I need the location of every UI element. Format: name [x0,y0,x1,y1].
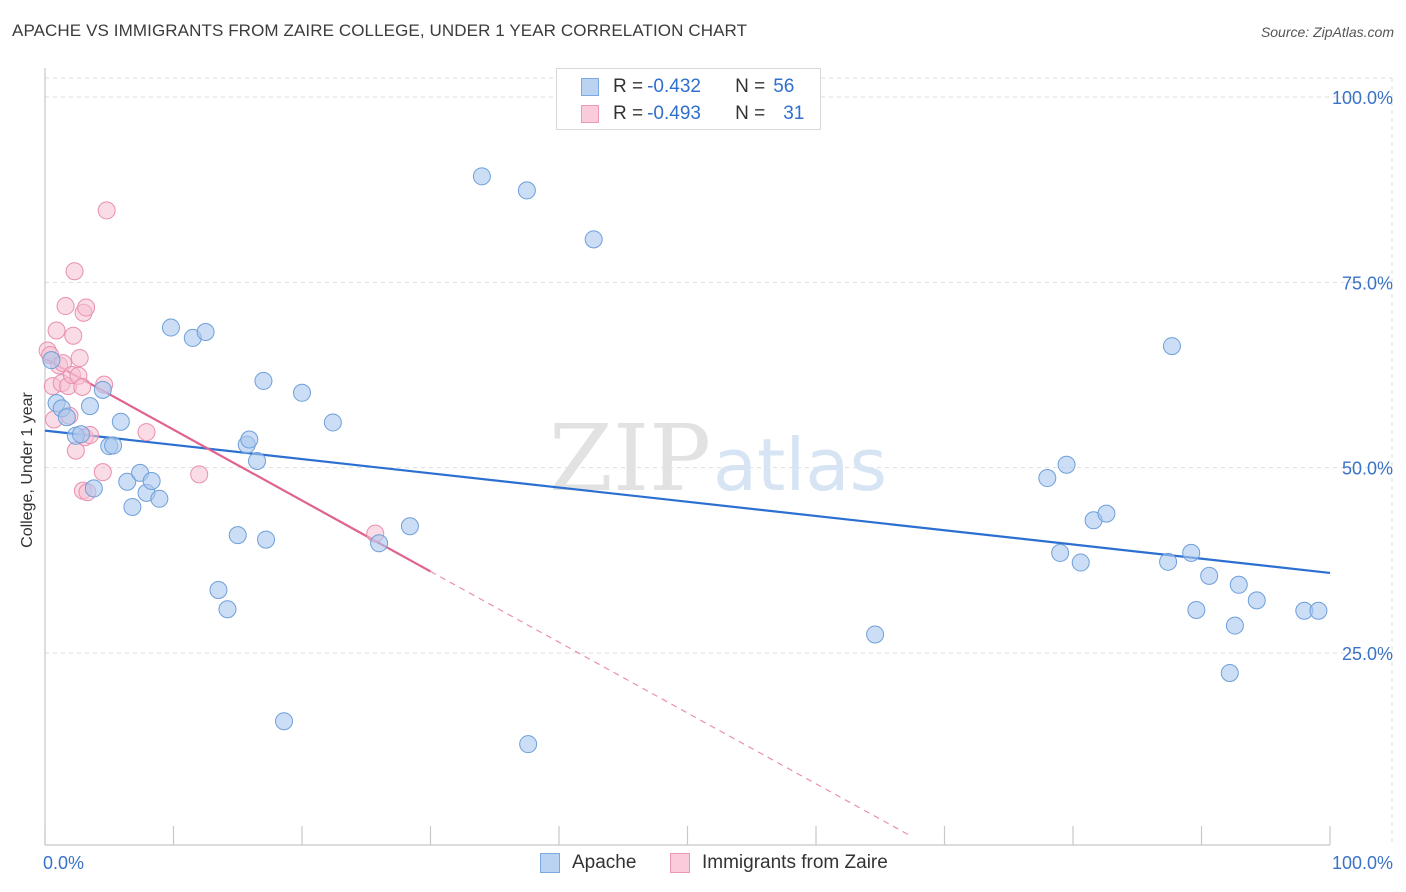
apache-point [257,530,276,549]
apache-point [1038,469,1057,488]
apache-point [111,412,130,431]
y-tick-label: 25.0% [1342,644,1393,664]
zaire-point [56,297,75,316]
apache-point [1071,553,1090,572]
n-label: N = [735,103,766,124]
apache-point [1159,552,1178,571]
legend-label-zaire: Immigrants from Zaire [702,852,888,873]
apache-point [104,436,123,455]
apache-point [228,526,247,545]
apache-point [123,497,142,516]
source-label: Source: ZipAtlas.com [1260,24,1394,40]
zaire-point [190,465,209,484]
zaire-point [70,348,89,367]
apache-point [1309,601,1328,620]
n-value: 31 [783,103,805,124]
zaire-swatch [581,105,599,123]
chart-title: APACHE VS IMMIGRANTS FROM ZAIRE COLLEGE,… [12,21,748,40]
stats-legend: R = -0.432 N = 56 R = -0.493 N = 31 [556,68,821,130]
apache-point [1057,455,1076,474]
tick-labels: 25.0% 50.0% 75.0% 100.0% 0.0% 100.0% [43,88,1393,873]
apache-point [118,472,137,491]
apache-point [1182,543,1201,562]
apache-point [1162,337,1181,356]
legend-label-apache: Apache [572,852,637,873]
zaire-point [64,326,83,345]
n-label: N = [735,76,766,97]
apache-point [80,397,99,416]
watermark: ZIP atlas [549,405,887,512]
watermark-zip: ZIP [549,405,711,512]
watermark-atlas: atlas [713,423,887,507]
apache-point [93,380,112,399]
apache-legend-swatch [540,853,560,873]
apache-point [1229,575,1248,594]
apache-point [254,371,273,390]
apache-point [209,580,228,599]
zaire-point [73,377,92,396]
legend-item-apache[interactable]: Apache [540,852,636,874]
apache-point [1225,616,1244,635]
zaire-point [93,463,112,482]
y-tick-label: 100.0% [1332,88,1393,108]
apache-point [1200,566,1219,585]
zaire-point [77,298,96,317]
zaire-point [137,423,156,442]
apache-point [400,517,419,536]
zaire-point [65,262,84,281]
r-value: -0.493 [647,103,701,124]
apache-point [1097,504,1116,523]
apache-point [240,430,259,449]
apache-point [161,318,180,337]
zaire-point [97,201,116,220]
x-tick-label: 0.0% [43,853,84,873]
apache-swatch [581,78,599,96]
y-tick-label: 50.0% [1342,459,1393,479]
apache-point [323,413,342,432]
apache-point [1187,601,1206,620]
apache-points [42,167,1328,754]
axes [44,68,1331,846]
apache-point [293,383,311,402]
apache-point [584,230,603,249]
apache-point [519,735,538,754]
r-label: R = [613,103,644,124]
apache-point [196,323,215,342]
apache-point [150,489,169,508]
zaire-legend-swatch [670,853,690,873]
y-tick-label: 75.0% [1342,273,1393,293]
zaire-point [47,321,66,340]
legend-row-apache: R = -0.432 N = 56 [581,75,794,99]
apache-point [275,712,294,731]
apache-point [42,351,61,370]
n-value: 56 [773,76,795,97]
legend-item-zaire[interactable]: Immigrants from Zaire [670,852,888,874]
apache-point [84,479,103,498]
apache-point [218,600,237,619]
r-label: R = [613,76,644,97]
apache-point [1051,543,1070,562]
apache-point [248,451,267,470]
apache-point [370,534,389,553]
apache-point [472,167,491,186]
r-value: -0.432 [647,76,701,97]
apache-point [71,425,90,444]
apache-point [517,181,536,200]
apache-point [866,625,885,644]
apache-point [1247,591,1266,610]
apache-point [57,408,76,427]
zaire-trend-extension [430,570,913,838]
apache-point [142,472,161,491]
y-axis-label: College, Under 1 year [19,392,36,548]
legend-row-zaire: R = -0.493 N = 31 [581,102,804,126]
apache-point [1220,664,1239,683]
series-legend: Apache Immigrants from Zaire [0,852,1406,878]
x-tick-label: 100.0% [1332,853,1393,873]
